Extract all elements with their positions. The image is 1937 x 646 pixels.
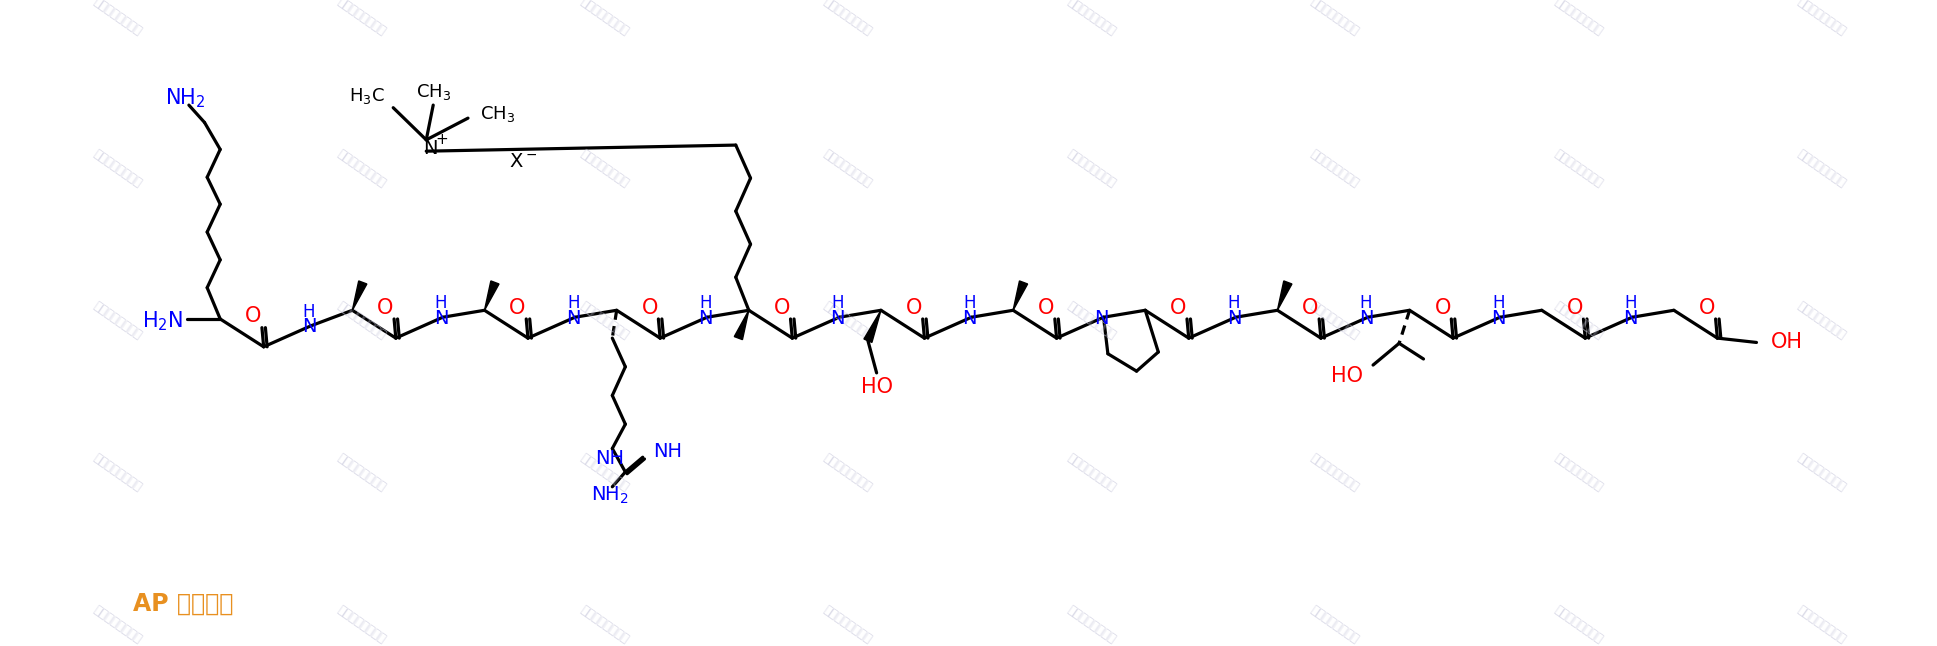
Text: H: H [831, 295, 845, 312]
Text: H: H [1623, 295, 1637, 312]
Text: 专肽生物专肽生物: 专肽生物专肽生物 [335, 452, 387, 494]
Text: CH$_3$: CH$_3$ [416, 82, 451, 102]
Text: 专肽生物专肽生物: 专肽生物专肽生物 [821, 452, 876, 494]
Text: H: H [699, 295, 711, 312]
Text: 专肽生物专肽生物: 专肽生物专肽生物 [1065, 147, 1118, 190]
Text: H: H [434, 295, 447, 312]
Text: H: H [1491, 295, 1505, 312]
Text: 专肽生物专肽生物: 专肽生物专肽生物 [91, 147, 143, 190]
Text: H: H [1360, 295, 1371, 312]
Text: O: O [378, 298, 393, 318]
Text: 专肽生物专肽生物: 专肽生物专肽生物 [577, 603, 631, 646]
Text: +: + [436, 132, 447, 147]
Polygon shape [1276, 281, 1292, 310]
Text: 专肽生物专肽生物: 专肽生物专肽生物 [821, 603, 876, 646]
Text: N: N [302, 317, 316, 337]
Text: CH$_3$: CH$_3$ [480, 104, 515, 124]
Text: 专肽生物专肽生物: 专肽生物专肽生物 [1552, 603, 1606, 646]
Text: HO: HO [1331, 366, 1362, 386]
Text: O: O [1302, 298, 1319, 318]
Text: 专肽生物专肽生物: 专肽生物专肽生物 [335, 603, 387, 646]
Text: HO: HO [860, 377, 893, 397]
Text: N: N [1094, 309, 1110, 328]
Text: N: N [697, 309, 713, 328]
Text: H: H [568, 295, 579, 312]
Text: 专肽生物专肽生物: 专肽生物专肽生物 [1796, 603, 1848, 646]
Text: 专肽生物专肽生物: 专肽生物专肽生物 [577, 147, 631, 190]
Text: N: N [1360, 309, 1373, 328]
Text: N: N [424, 139, 438, 158]
Text: O: O [246, 306, 261, 326]
Text: 专肽生物专肽生物: 专肽生物专肽生物 [91, 603, 143, 646]
Text: H: H [302, 303, 316, 321]
Text: N: N [1623, 309, 1637, 328]
Text: N: N [963, 309, 976, 328]
Text: H$_2$N: H$_2$N [141, 309, 184, 333]
Text: N: N [1491, 309, 1505, 328]
Text: H: H [963, 295, 976, 312]
Text: 专肽生物专肽生物: 专肽生物专肽生物 [335, 299, 387, 342]
Polygon shape [1013, 281, 1029, 310]
Text: 专肽生物专肽生物: 专肽生物专肽生物 [1065, 603, 1118, 646]
Polygon shape [864, 310, 881, 342]
Text: 专肽生物专肽生物: 专肽生物专肽生物 [821, 299, 876, 342]
Polygon shape [484, 281, 500, 310]
Text: O: O [509, 298, 525, 318]
Text: 专肽生物专肽生物: 专肽生物专肽生物 [335, 147, 387, 190]
Text: 专肽生物专肽生物: 专肽生物专肽生物 [91, 299, 143, 342]
Text: 专肽生物专肽生物: 专肽生物专肽生物 [1065, 0, 1118, 38]
Text: NH$_2$: NH$_2$ [165, 87, 205, 110]
Text: 专肽生物专肽生物: 专肽生物专肽生物 [1307, 147, 1362, 190]
Text: 专肽生物专肽生物: 专肽生物专肽生物 [1065, 452, 1118, 494]
Text: 专肽生物专肽生物: 专肽生物专肽生物 [91, 452, 143, 494]
Text: O: O [1170, 298, 1187, 318]
Text: NH$_2$: NH$_2$ [591, 484, 630, 506]
Text: 专肽生物专肽生物: 专肽生物专肽生物 [1552, 147, 1606, 190]
Text: 专肽生物专肽生物: 专肽生物专肽生物 [1307, 603, 1362, 646]
Text: H: H [1228, 295, 1240, 312]
Text: 专肽生物专肽生物: 专肽生物专肽生物 [1796, 299, 1848, 342]
Text: 专肽生物专肽生物: 专肽生物专肽生物 [1552, 299, 1606, 342]
Text: 专肽生物专肽生物: 专肽生物专肽生物 [1552, 452, 1606, 494]
Text: O: O [1038, 298, 1054, 318]
Polygon shape [353, 281, 366, 310]
Text: 专肽生物专肽生物: 专肽生物专肽生物 [1552, 0, 1606, 38]
Text: N: N [831, 309, 845, 328]
Text: NH: NH [653, 443, 682, 461]
Text: 专肽生物专肽生物: 专肽生物专肽生物 [1065, 299, 1118, 342]
Text: 专肽生物专肽生物: 专肽生物专肽生物 [577, 299, 631, 342]
Text: H$_3$C: H$_3$C [349, 87, 385, 107]
Text: 专肽生物专肽生物: 专肽生物专肽生物 [91, 0, 143, 38]
Text: AP 专肽生物: AP 专肽生物 [134, 591, 234, 615]
Text: 专肽生物专肽生物: 专肽生物专肽生物 [821, 147, 876, 190]
Text: O: O [1435, 298, 1451, 318]
Text: N: N [434, 309, 447, 328]
Text: 专肽生物专肽生物: 专肽生物专肽生物 [335, 0, 387, 38]
Text: 专肽生物专肽生物: 专肽生物专肽生物 [821, 0, 876, 38]
Text: 专肽生物专肽生物: 专肽生物专肽生物 [1307, 452, 1362, 494]
Text: O: O [1699, 298, 1714, 318]
Text: NH: NH [595, 450, 624, 468]
Text: N: N [566, 309, 581, 328]
Text: O: O [907, 298, 922, 318]
Text: 专肽生物专肽生物: 专肽生物专肽生物 [1796, 147, 1848, 190]
Text: 专肽生物专肽生物: 专肽生物专肽生物 [1307, 0, 1362, 38]
Text: OH: OH [1770, 333, 1803, 353]
Text: N: N [1226, 309, 1242, 328]
Text: 专肽生物专肽生物: 专肽生物专肽生物 [1796, 0, 1848, 38]
Text: O: O [641, 298, 659, 318]
Text: 专肽生物专肽生物: 专肽生物专肽生物 [1796, 452, 1848, 494]
Text: O: O [773, 298, 790, 318]
Text: O: O [1567, 298, 1583, 318]
Text: X$^-$: X$^-$ [509, 152, 537, 171]
Text: 专肽生物专肽生物: 专肽生物专肽生物 [577, 452, 631, 494]
Text: 专肽生物专肽生物: 专肽生物专肽生物 [1307, 299, 1362, 342]
Polygon shape [734, 310, 750, 340]
Text: 专肽生物专肽生物: 专肽生物专肽生物 [577, 0, 631, 38]
